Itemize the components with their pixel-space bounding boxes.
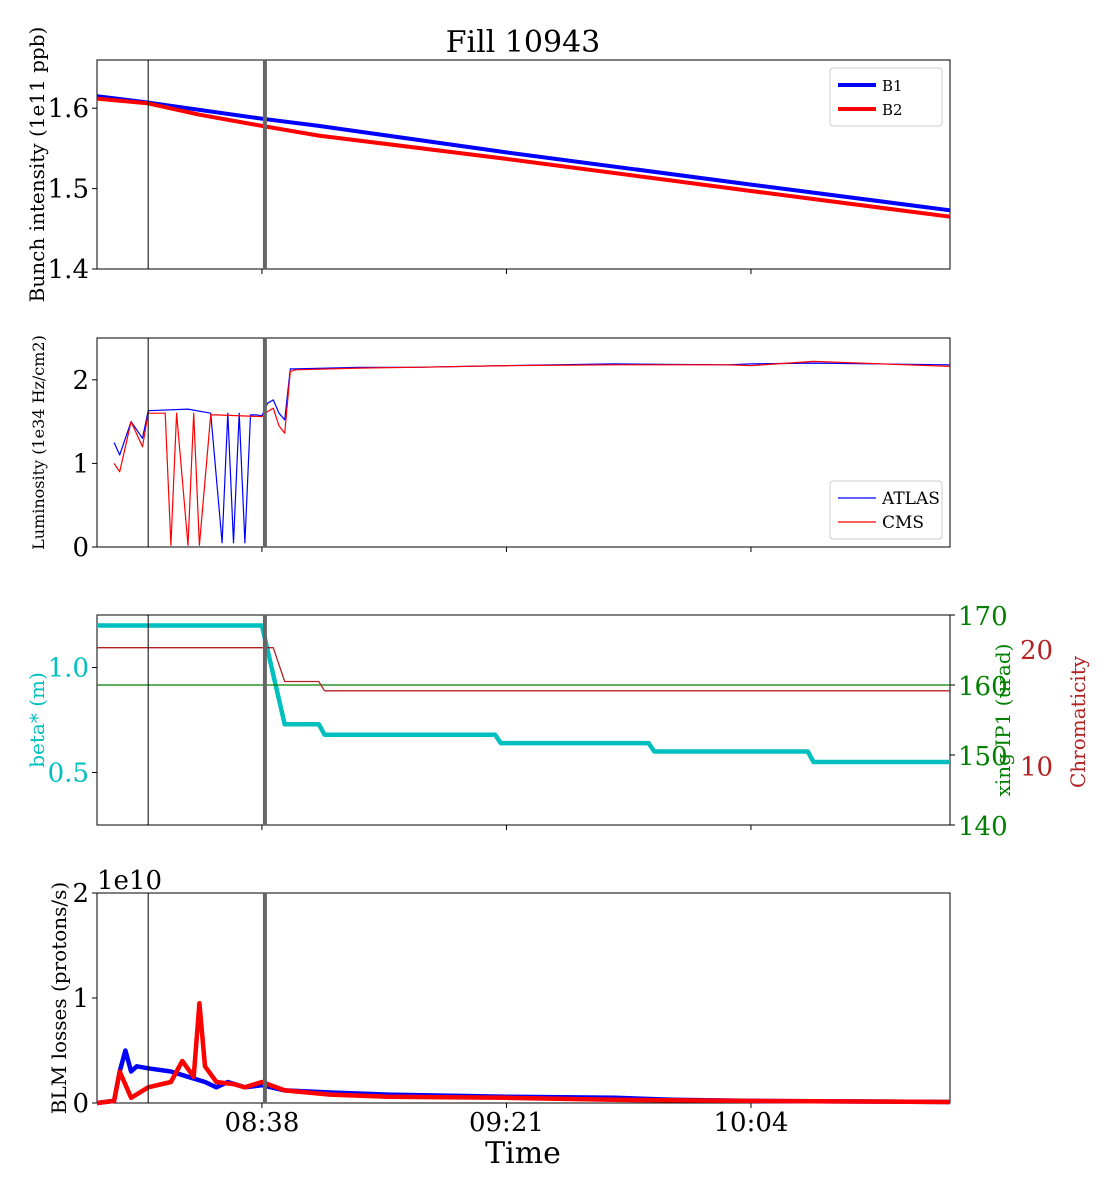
panel-4: 0 1 2 08:38 09:21 10:04 BLM losses (protons/s)… xyxy=(47,866,951,1138)
legend-label: ATLAS xyxy=(881,489,940,509)
y-axis-label: Bunch intensity (1e11 ppb) xyxy=(25,27,49,303)
series-line-b2 xyxy=(96,1001,951,1106)
y-axis-label: Luminosity (1e34 Hz/cm2) xyxy=(29,335,48,550)
series-line-chromaticity xyxy=(97,647,950,692)
legend: ATLAS CMS xyxy=(829,480,943,540)
y-tick-label: 1.6 xyxy=(48,94,89,124)
series-line-b1 xyxy=(96,1048,951,1106)
plot-frame xyxy=(96,59,951,270)
legend-label: B1 xyxy=(882,77,903,95)
y-tick-label: 1.4 xyxy=(48,255,89,285)
y-tick-label: 1.0 xyxy=(48,654,89,684)
y-right2-tick-label: 20 xyxy=(1020,636,1053,666)
y-right-tick-label: 160 xyxy=(958,672,1008,702)
y-tick-label: 0 xyxy=(72,1089,89,1119)
y-right-axis-label: xing IP1 (urad) xyxy=(991,644,1015,797)
y-right2-tick-label: 10 xyxy=(1020,753,1053,783)
y-tick-label: 2 xyxy=(72,879,89,909)
plot-frame xyxy=(96,337,951,548)
y-right-tick-label: 140 xyxy=(958,812,1008,842)
y-tick-label: 1 xyxy=(72,984,89,1014)
y-right2-axis-label: Chromaticity xyxy=(1066,655,1090,788)
series-line-b2 xyxy=(96,96,951,219)
legend-label: CMS xyxy=(882,513,924,533)
x-axis-label: Time xyxy=(485,1136,561,1171)
x-tick-label: 08:38 xyxy=(224,1108,299,1138)
plot-frame xyxy=(96,614,951,826)
legend-label: B2 xyxy=(882,101,903,119)
series-line-b1 xyxy=(96,94,951,213)
y-tick-label: 0 xyxy=(72,533,89,563)
series-line-cms xyxy=(113,360,951,546)
y-tick-label: 2 xyxy=(72,366,89,396)
x-tick-label: 09:21 xyxy=(469,1108,544,1138)
plot-frame xyxy=(96,892,951,1104)
figure-title: Fill 10943 xyxy=(446,25,601,60)
x-tick-label: 10:04 xyxy=(713,1108,788,1138)
y-right-tick-label: 150 xyxy=(958,742,1008,772)
y-axis-label: beta* (m) xyxy=(25,672,49,768)
legend-box xyxy=(829,480,943,540)
series-line-beta- xyxy=(97,623,950,765)
y-tick-label: 0.5 xyxy=(48,759,89,789)
y-scale-label: 1e10 xyxy=(97,866,162,896)
y-axis-label: BLM losses (protons/s) xyxy=(47,882,71,1114)
y-tick-label: 1 xyxy=(72,449,89,479)
panel-2: 0 1 2 Luminosity (1e34 Hz/cm2) ATLAS CMS xyxy=(29,335,951,563)
legend-box xyxy=(829,67,943,127)
series-line-atlas xyxy=(113,362,951,544)
y-tick-label: 1.5 xyxy=(48,175,89,205)
y-right-tick-label: 170 xyxy=(958,602,1008,632)
